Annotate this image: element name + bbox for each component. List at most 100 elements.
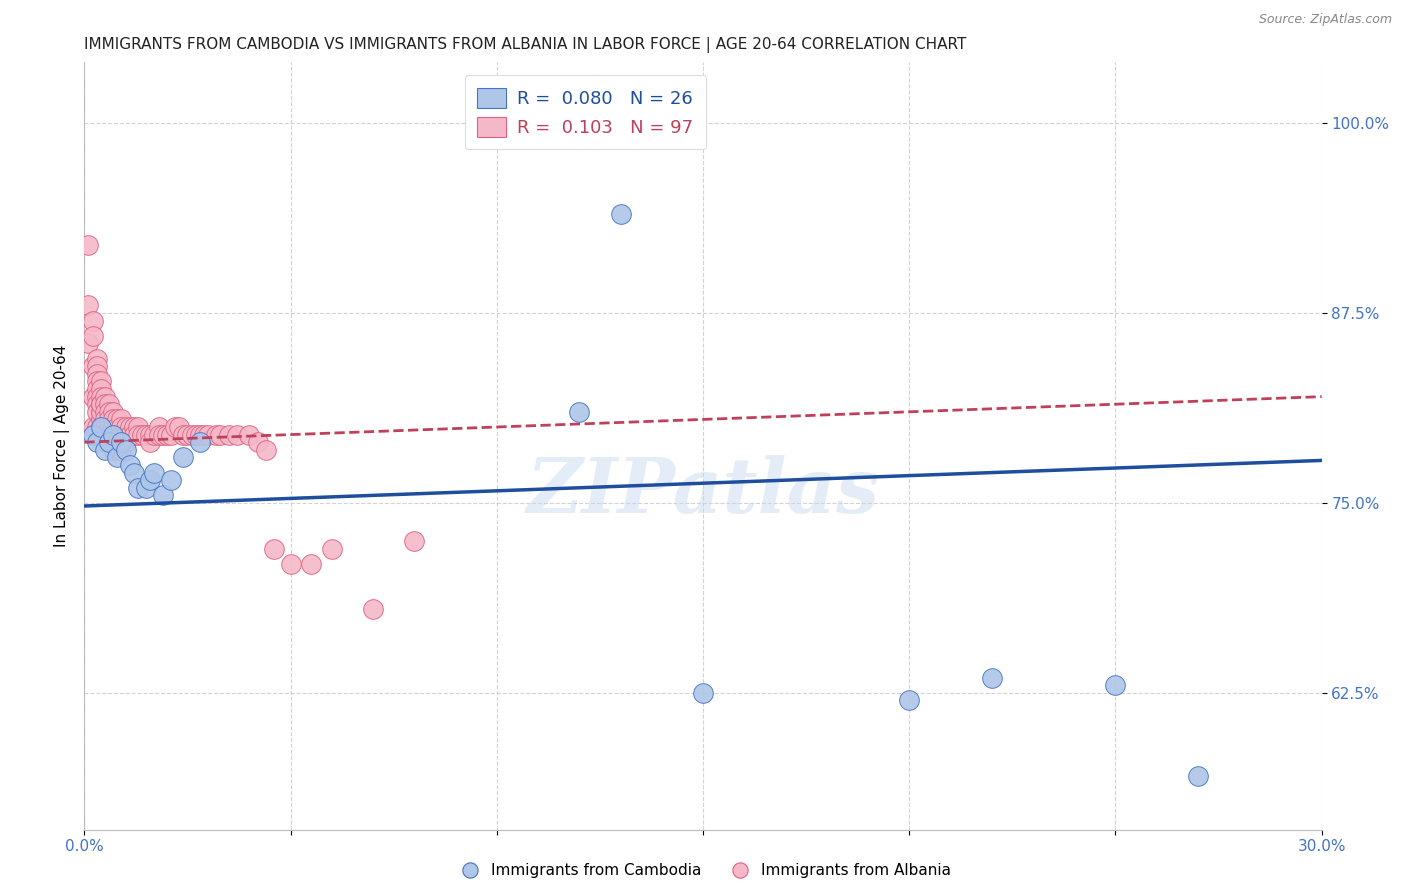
Point — [172, 450, 194, 465]
Point — [143, 466, 166, 480]
Point — [165, 420, 187, 434]
Point — [299, 557, 322, 571]
Point — [139, 435, 162, 450]
Point — [114, 435, 136, 450]
Point — [94, 390, 117, 404]
Point — [176, 427, 198, 442]
Point — [94, 427, 117, 442]
Point — [94, 397, 117, 411]
Point — [105, 442, 128, 457]
Point — [82, 359, 104, 374]
Point — [103, 412, 125, 426]
Point — [118, 458, 141, 472]
Point — [103, 427, 125, 442]
Point — [609, 207, 631, 221]
Point — [197, 427, 219, 442]
Point — [135, 427, 157, 442]
Point — [86, 420, 108, 434]
Point — [110, 442, 132, 457]
Point — [143, 427, 166, 442]
Point — [361, 602, 384, 616]
Point — [94, 435, 117, 450]
Point — [167, 420, 190, 434]
Point — [82, 314, 104, 328]
Point — [131, 427, 153, 442]
Point — [86, 382, 108, 396]
Point — [103, 405, 125, 419]
Point — [114, 420, 136, 434]
Point — [94, 420, 117, 434]
Legend: R =  0.080   N = 26, R =  0.103   N = 97: R = 0.080 N = 26, R = 0.103 N = 97 — [464, 75, 706, 149]
Point — [82, 329, 104, 343]
Point — [86, 375, 108, 389]
Point — [148, 427, 170, 442]
Point — [238, 427, 260, 442]
Point — [156, 427, 179, 442]
Point — [246, 435, 269, 450]
Point — [172, 427, 194, 442]
Point — [90, 390, 112, 404]
Point — [82, 420, 104, 434]
Point — [209, 427, 232, 442]
Point — [226, 427, 249, 442]
Point — [568, 405, 591, 419]
Point — [105, 435, 128, 450]
Point — [86, 367, 108, 381]
Point — [90, 412, 112, 426]
Point — [103, 427, 125, 442]
Point — [139, 473, 162, 487]
Point — [127, 481, 149, 495]
Point — [160, 427, 183, 442]
Point — [90, 405, 112, 419]
Point — [98, 435, 121, 450]
Point — [254, 442, 277, 457]
Point — [160, 473, 183, 487]
Point — [103, 435, 125, 450]
Point — [188, 427, 211, 442]
Point — [98, 397, 121, 411]
Point — [86, 390, 108, 404]
Point — [122, 427, 145, 442]
Point — [98, 405, 121, 419]
Point — [90, 397, 112, 411]
Point — [135, 481, 157, 495]
Point — [98, 420, 121, 434]
Point — [122, 466, 145, 480]
Point — [110, 412, 132, 426]
Point — [105, 427, 128, 442]
Point — [77, 336, 100, 351]
Point — [105, 412, 128, 426]
Point — [193, 427, 215, 442]
Point — [321, 541, 343, 556]
Point — [184, 427, 207, 442]
Legend: Immigrants from Cambodia, Immigrants from Albania: Immigrants from Cambodia, Immigrants fro… — [449, 857, 957, 884]
Point — [110, 435, 132, 450]
Point — [280, 557, 302, 571]
Point — [1104, 678, 1126, 692]
Point — [94, 405, 117, 419]
Point — [82, 390, 104, 404]
Point — [110, 427, 132, 442]
Point — [152, 488, 174, 502]
Text: Source: ZipAtlas.com: Source: ZipAtlas.com — [1258, 13, 1392, 27]
Point — [94, 442, 117, 457]
Point — [90, 382, 112, 396]
Point — [127, 420, 149, 434]
Point — [105, 420, 128, 434]
Point — [110, 435, 132, 450]
Point — [152, 427, 174, 442]
Point — [118, 427, 141, 442]
Point — [1187, 769, 1209, 783]
Point — [980, 671, 1002, 685]
Point — [110, 420, 132, 434]
Point — [98, 427, 121, 442]
Point — [218, 427, 240, 442]
Point — [188, 435, 211, 450]
Point — [90, 397, 112, 411]
Point — [77, 237, 100, 252]
Point — [98, 412, 121, 426]
Text: IMMIGRANTS FROM CAMBODIA VS IMMIGRANTS FROM ALBANIA IN LABOR FORCE | AGE 20-64 C: IMMIGRANTS FROM CAMBODIA VS IMMIGRANTS F… — [84, 37, 967, 53]
Point — [90, 375, 112, 389]
Point — [118, 420, 141, 434]
Point — [263, 541, 285, 556]
